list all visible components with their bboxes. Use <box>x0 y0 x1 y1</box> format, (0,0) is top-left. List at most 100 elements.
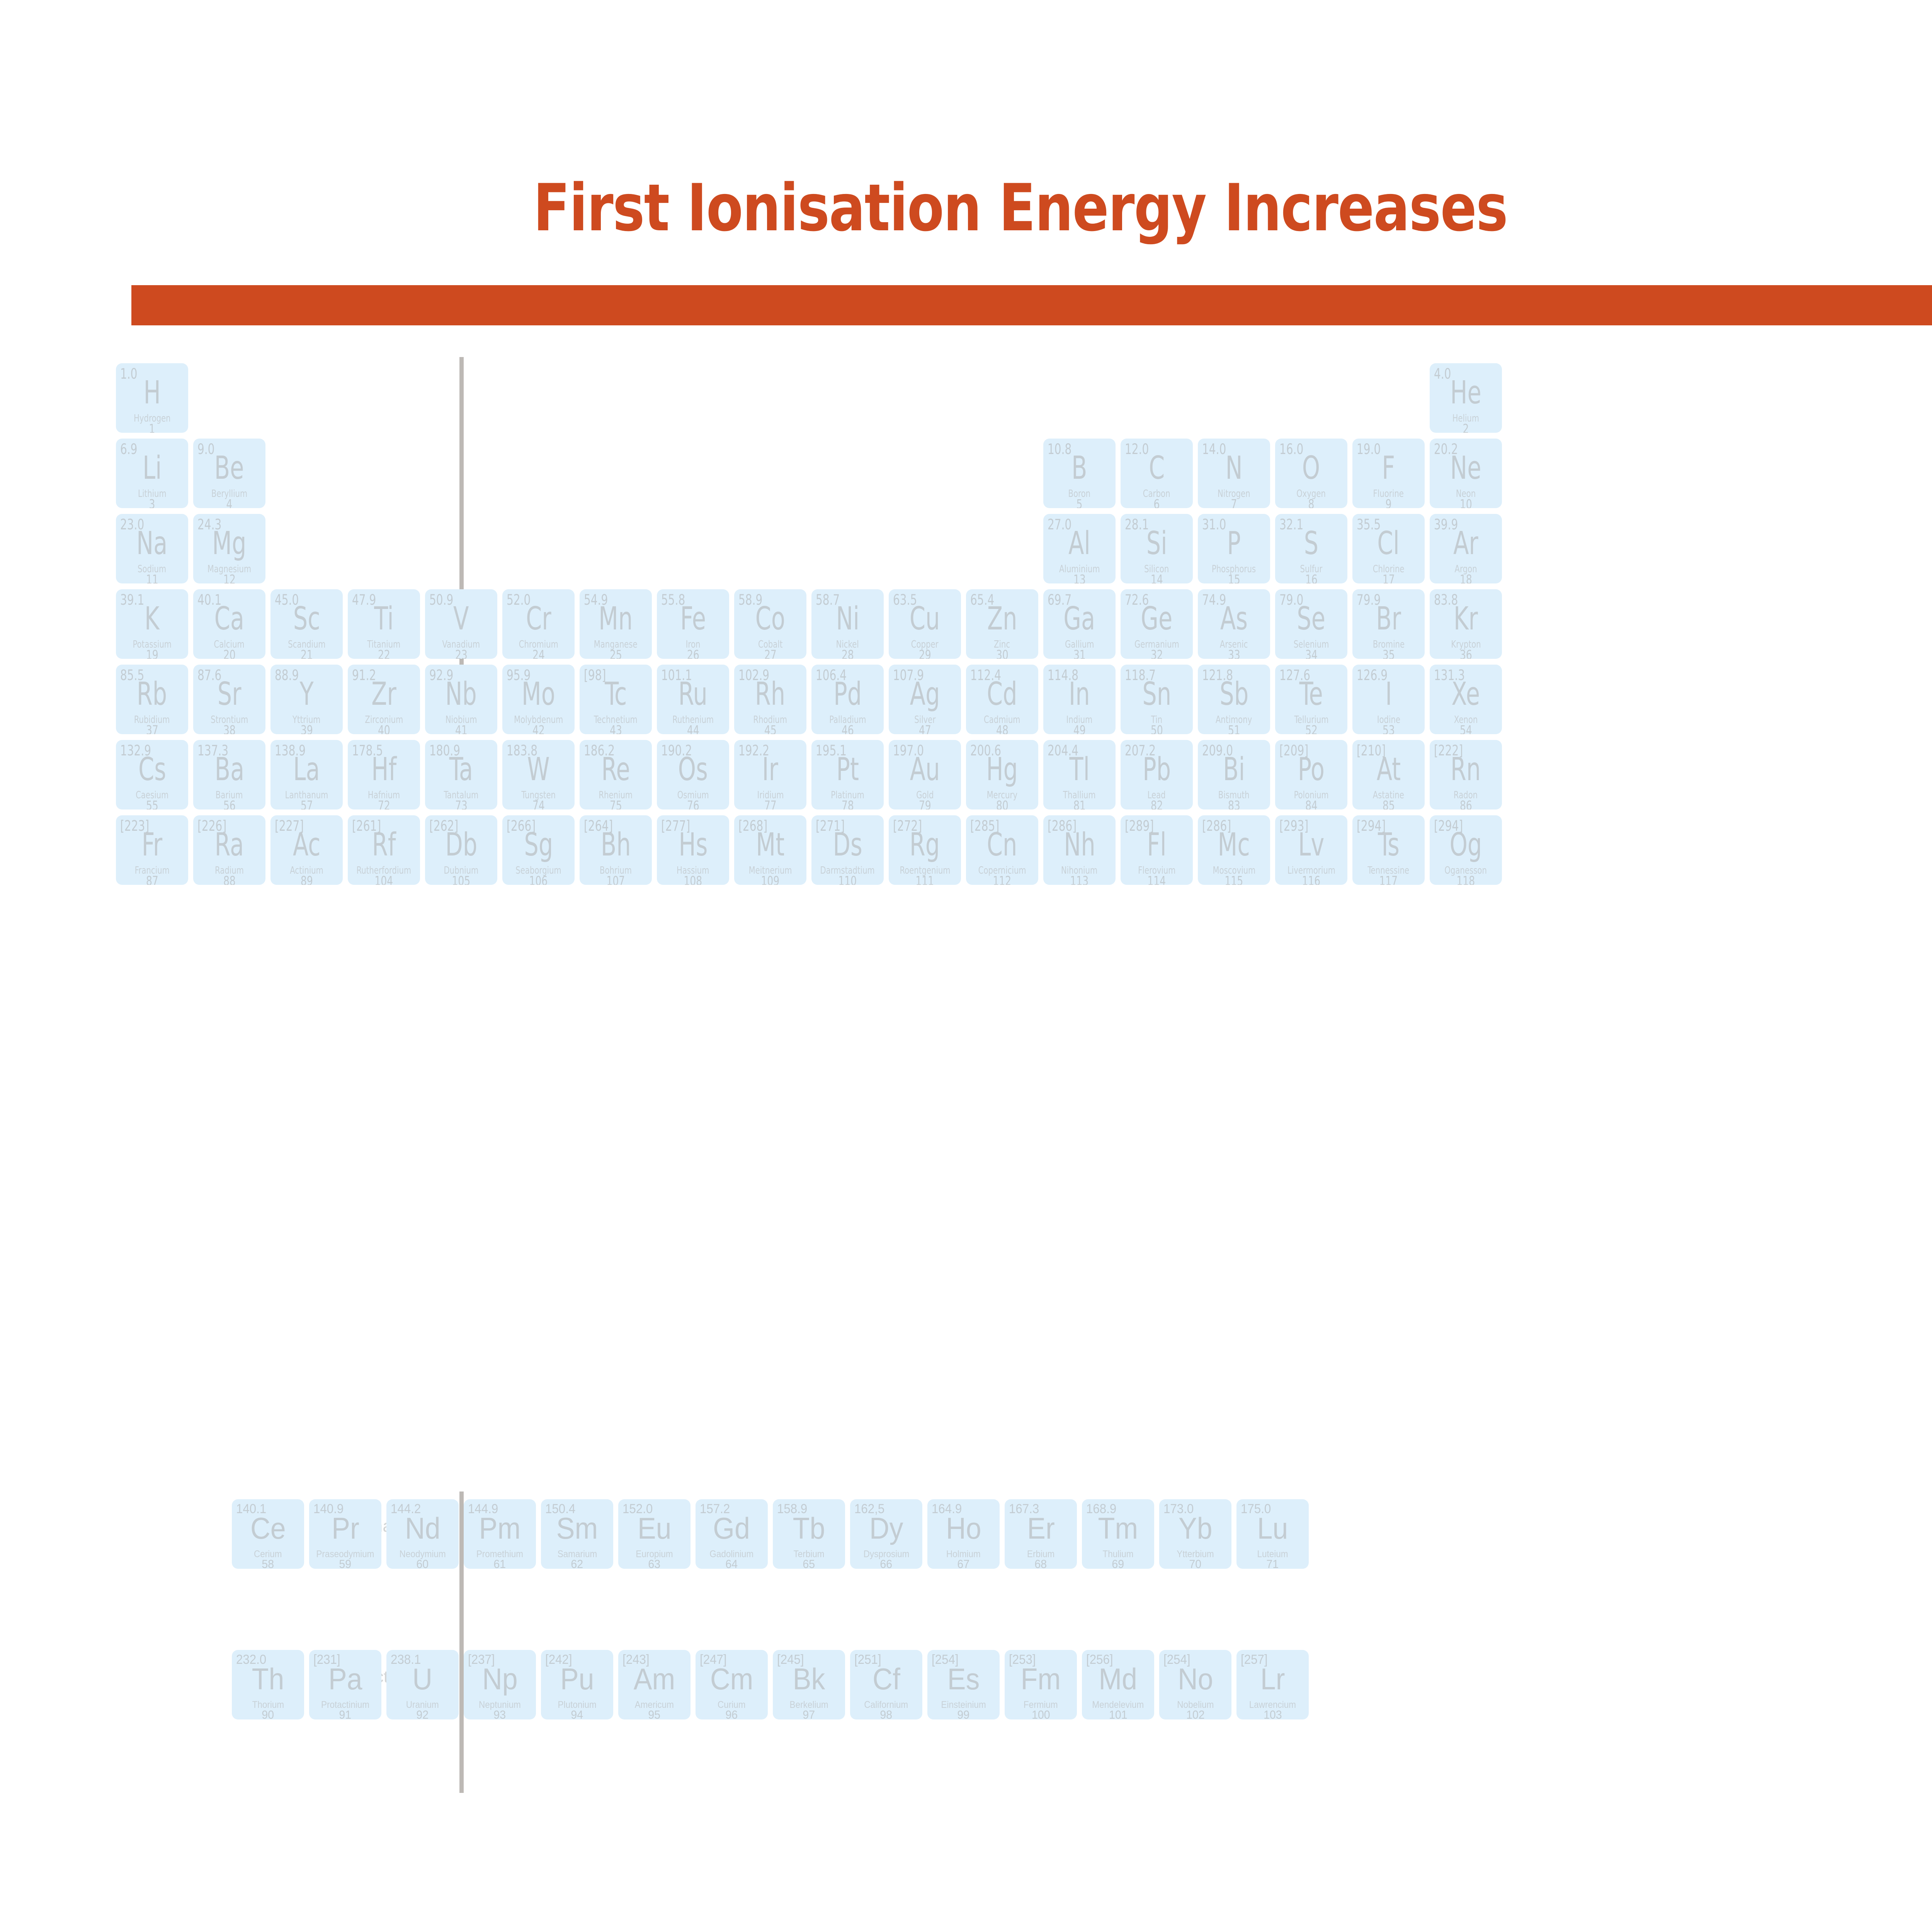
element-cell-te[interactable]: 127.6 Te Tellurium 52 <box>1275 665 1347 734</box>
element-cell-bk[interactable]: [245] Bk Berkelium 97 <box>773 1650 845 1719</box>
element-cell-i[interactable]: 126.9 I Iodine 53 <box>1352 665 1425 734</box>
element-cell-sb[interactable]: 121.8 Sb Antimony 51 <box>1198 665 1270 734</box>
element-cell-mn[interactable]: 54.9 Mn Manganese 25 <box>580 589 652 659</box>
element-cell-ts[interactable]: [294] Ts Tennessine 117 <box>1352 815 1425 885</box>
element-cell-mt[interactable]: [268] Mt Meitnerium 109 <box>734 815 806 885</box>
element-cell-sm[interactable]: 150.4 Sm Samarium 62 <box>541 1499 613 1569</box>
element-cell-th[interactable]: 232.0 Th Thorium 90 <box>232 1650 304 1719</box>
element-cell-b[interactable]: 10.8 B Boron 5 <box>1043 439 1116 508</box>
element-cell-br[interactable]: 79.9 Br Bromine 35 <box>1352 589 1425 659</box>
element-cell-zr[interactable]: 91.2 Zr Zirconium 40 <box>348 665 420 734</box>
element-cell-y[interactable]: 88.9 Y Yttrium 39 <box>270 665 343 734</box>
element-cell-xe[interactable]: 131.3 Xe Xenon 54 <box>1430 665 1502 734</box>
element-cell-ag[interactable]: 107.9 Ag Silver 47 <box>889 665 961 734</box>
element-cell-pb[interactable]: 207.2 Pb Lead 82 <box>1121 740 1193 810</box>
element-cell-lv[interactable]: [293] Lv Livermorium 116 <box>1275 815 1347 885</box>
element-cell-ce[interactable]: 140.1 Ce Cerium 58 <box>232 1499 304 1569</box>
element-cell-ni[interactable]: 58.7 Ni Nickel 28 <box>811 589 884 659</box>
element-cell-o[interactable]: 16.0 O Oxygen 8 <box>1275 439 1347 508</box>
element-cell-li[interactable]: 6.9 Li Lithium 3 <box>116 439 188 508</box>
element-cell-tb[interactable]: 158.9 Tb Terbium 65 <box>773 1499 845 1569</box>
element-cell-re[interactable]: 186.2 Re Rhenium 75 <box>580 740 652 810</box>
element-cell-be[interactable]: 9.0 Be Beryllium 4 <box>193 439 265 508</box>
element-cell-w[interactable]: 183.8 W Tungsten 74 <box>502 740 575 810</box>
element-cell-no[interactable]: [254] No Nobelium 102 <box>1159 1650 1231 1719</box>
element-cell-f[interactable]: 19.0 F Fluorine 9 <box>1352 439 1425 508</box>
element-cell-k[interactable]: 39.1 K Potassium 19 <box>116 589 188 659</box>
element-cell-tl[interactable]: 204.4 Tl Thallium 81 <box>1043 740 1116 810</box>
element-cell-se[interactable]: 79.0 Se Selenium 34 <box>1275 589 1347 659</box>
element-cell-bh[interactable]: [264] Bh Bohrium 107 <box>580 815 652 885</box>
element-cell-ba[interactable]: 137.3 Ba Barium 56 <box>193 740 265 810</box>
element-cell-ta[interactable]: 180.9 Ta Tantalum 73 <box>425 740 497 810</box>
element-cell-co[interactable]: 58.9 Co Cobalt 27 <box>734 589 806 659</box>
element-cell-sc[interactable]: 45.0 Sc Scandium 21 <box>270 589 343 659</box>
element-cell-gd[interactable]: 157.2 Gd Gadolinium 64 <box>696 1499 768 1569</box>
element-cell-rn[interactable]: [222] Rn Radon 86 <box>1430 740 1502 810</box>
element-cell-v[interactable]: 50.9 V Vanadium 23 <box>425 589 497 659</box>
element-cell-h[interactable]: 1.0 H Hydrogen 1 <box>116 363 188 433</box>
element-cell-ac[interactable]: [227] Ac Actinium 89 <box>270 815 343 885</box>
element-cell-pu[interactable]: [242] Pu Plutonium 94 <box>541 1650 613 1719</box>
element-cell-dy[interactable]: 162,5 Dy Dysprosium 66 <box>850 1499 922 1569</box>
element-cell-db[interactable]: [262] Db Dubnium 105 <box>425 815 497 885</box>
element-cell-s[interactable]: 32.1 S Sulfur 16 <box>1275 514 1347 583</box>
element-cell-rb[interactable]: 85.5 Rb Rubidium 37 <box>116 665 188 734</box>
element-cell-ne[interactable]: 20.2 Ne Neon 10 <box>1430 439 1502 508</box>
element-cell-fm[interactable]: [253] Fm Fermium 100 <box>1005 1650 1077 1719</box>
element-cell-na[interactable]: 23.0 Na Sodium 11 <box>116 514 188 583</box>
element-cell-ca[interactable]: 40.1 Ca Calcium 20 <box>193 589 265 659</box>
element-cell-as[interactable]: 74.9 As Arsenic 33 <box>1198 589 1270 659</box>
element-cell-he[interactable]: 4.0 He Helium 2 <box>1430 363 1502 433</box>
element-cell-u[interactable]: 238.1 U Uranium 92 <box>386 1650 459 1719</box>
element-cell-og[interactable]: [294] Og Oganesson 118 <box>1430 815 1502 885</box>
element-cell-p[interactable]: 31.0 P Phosphorus 15 <box>1198 514 1270 583</box>
element-cell-cl[interactable]: 35.5 Cl Chlorine 17 <box>1352 514 1425 583</box>
element-cell-os[interactable]: 190.2 Os Osmium 76 <box>657 740 729 810</box>
element-cell-si[interactable]: 28.1 Si Silicon 14 <box>1121 514 1193 583</box>
element-cell-cu[interactable]: 63.5 Cu Copper 29 <box>889 589 961 659</box>
element-cell-al[interactable]: 27.0 Al Aluminium 13 <box>1043 514 1116 583</box>
element-cell-tm[interactable]: 168.9 Tm Thulium 69 <box>1082 1499 1154 1569</box>
element-cell-cs[interactable]: 132.9 Cs Caesium 55 <box>116 740 188 810</box>
element-cell-tc[interactable]: [98] Tc Technetium 43 <box>580 665 652 734</box>
element-cell-cm[interactable]: [247] Cm Curium 96 <box>696 1650 768 1719</box>
element-cell-hs[interactable]: [277] Hs Hassium 108 <box>657 815 729 885</box>
element-cell-pa[interactable]: [231] Pa Protactinium 91 <box>309 1650 381 1719</box>
element-cell-ar[interactable]: 39.9 Ar Argon 18 <box>1430 514 1502 583</box>
element-cell-in[interactable]: 114.8 In Indium 49 <box>1043 665 1116 734</box>
element-cell-fe[interactable]: 55.8 Fe Iron 26 <box>657 589 729 659</box>
element-cell-at[interactable]: [210] At Astatine 85 <box>1352 740 1425 810</box>
element-cell-mo[interactable]: 95.9 Mo Molybdenum 42 <box>502 665 575 734</box>
element-cell-rh[interactable]: 102.9 Rh Rhodium 45 <box>734 665 806 734</box>
element-cell-po[interactable]: [209] Po Polonium 84 <box>1275 740 1347 810</box>
element-cell-ti[interactable]: 47.9 Ti Titanium 22 <box>348 589 420 659</box>
element-cell-pr[interactable]: 140.9 Pr Praseodymium 59 <box>309 1499 381 1569</box>
element-cell-ru[interactable]: 101.1 Ru Ruthenium 44 <box>657 665 729 734</box>
element-cell-cr[interactable]: 52.0 Cr Chromium 24 <box>502 589 575 659</box>
element-cell-cf[interactable]: [251] Cf Californium 98 <box>850 1650 922 1719</box>
element-cell-mg[interactable]: 24.3 Mg Magnesium 12 <box>193 514 265 583</box>
element-cell-md[interactable]: [256] Md Mendelevium 101 <box>1082 1650 1154 1719</box>
element-cell-sn[interactable]: 118.7 Sn Tin 50 <box>1121 665 1193 734</box>
element-cell-fl[interactable]: [289] Fl Flerovium 114 <box>1121 815 1193 885</box>
element-cell-rg[interactable]: [272] Rg Roentgenium 111 <box>889 815 961 885</box>
element-cell-eu[interactable]: 152.0 Eu Europium 63 <box>618 1499 690 1569</box>
element-cell-ho[interactable]: 164.9 Ho Holmium 67 <box>927 1499 1000 1569</box>
element-cell-n[interactable]: 14.0 N Nitrogen 7 <box>1198 439 1270 508</box>
element-cell-lr[interactable]: [257] Lr Lawrencium 103 <box>1236 1650 1309 1719</box>
element-cell-am[interactable]: [243] Am Americum 95 <box>618 1650 690 1719</box>
element-cell-nd[interactable]: 144.2 Nd Neodymium 60 <box>386 1499 459 1569</box>
element-cell-np[interactable]: [237] Np Neptunium 93 <box>464 1650 536 1719</box>
element-cell-mc[interactable]: [286] Mc Moscovium 115 <box>1198 815 1270 885</box>
element-cell-hf[interactable]: 178.5 Hf Hafnium 72 <box>348 740 420 810</box>
element-cell-c[interactable]: 12.0 C Carbon 6 <box>1121 439 1193 508</box>
element-cell-bi[interactable]: 209.0 Bi Bismuth 83 <box>1198 740 1270 810</box>
element-cell-ir[interactable]: 192.2 Ir Iridium 77 <box>734 740 806 810</box>
element-cell-cd[interactable]: 112.4 Cd Cadmium 48 <box>966 665 1038 734</box>
element-cell-ge[interactable]: 72.6 Ge Germanium 32 <box>1121 589 1193 659</box>
element-cell-au[interactable]: 197.0 Au Gold 79 <box>889 740 961 810</box>
element-cell-cn[interactable]: [285] Cn Copernicium 112 <box>966 815 1038 885</box>
element-cell-la[interactable]: 138.9 La Lanthanum 57 <box>270 740 343 810</box>
element-cell-nh[interactable]: [286] Nh Nihonium 113 <box>1043 815 1116 885</box>
